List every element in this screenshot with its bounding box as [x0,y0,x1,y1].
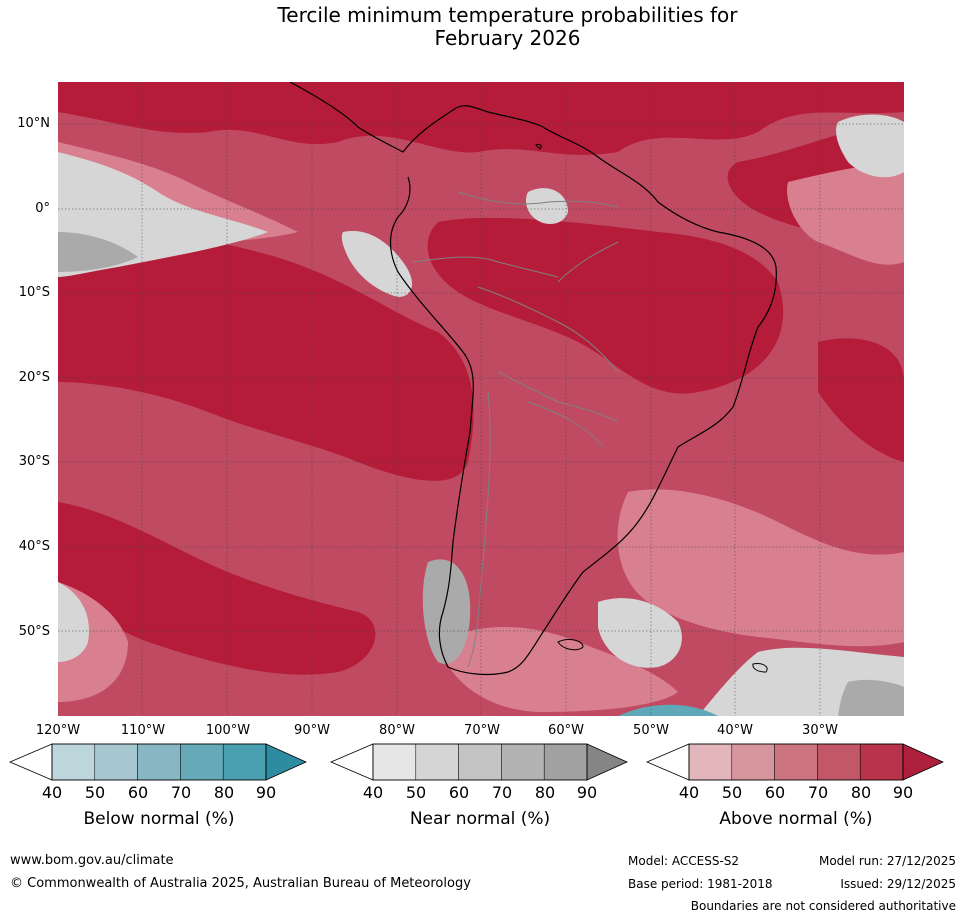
colorbar-segment [688,743,733,781]
colorbar-segment [817,743,861,781]
above-tick-50: 50 [721,783,743,802]
lon-label-90w: 90°W [294,723,330,738]
colorbar-segment [222,743,267,781]
colorbar-segment [415,743,459,781]
colorbar-below-segments [51,743,307,781]
colorbar-segment [731,743,775,781]
below-tick-80: 80 [213,783,235,802]
colorbar-near [329,743,628,781]
footer-issued: Issued: 29/12/2025 [840,877,956,891]
islands [535,143,768,673]
lat-label-30s: 30°S [18,454,50,469]
lat-label-10s: 10°S [18,285,50,300]
probability-map [58,82,904,716]
lon-label-30w: 30°W [802,723,838,738]
footer-copyright: © Commonwealth of Australia 2025, Austra… [10,876,471,891]
footer-base-period: Base period: 1981-2018 [628,877,773,891]
lon-label-120w: 120°W [35,723,81,738]
colorbar-near-label: Near normal (%) [409,809,551,829]
lon-label-80w: 80°W [379,723,415,738]
near-tick-80: 80 [534,783,556,802]
title-line-2: February 2026 [434,26,581,50]
lon-label-40w: 40°W [717,723,753,738]
lon-label-110w: 110°W [120,723,166,738]
footer-model-run: Model run: 27/12/2025 [818,854,956,868]
colorbar-above [645,743,944,781]
below-normal-regions [618,704,718,716]
below-tick-70: 70 [170,783,192,802]
colorbar-segment [51,743,96,781]
colorbar-segment [458,743,502,781]
above-tick-90: 90 [892,783,914,802]
colorbar-below-label: Below normal (%) [83,809,235,829]
colorbar-segment [137,743,181,781]
colorbar-segment [180,743,224,781]
lon-label-50w: 50°W [633,723,669,738]
colorbar-segment [543,743,588,781]
lat-label-10n: 10°N [17,116,50,131]
continent-outline [289,82,777,676]
above-tick-70: 70 [807,783,829,802]
country-borders [412,191,619,668]
near-tick-40: 40 [362,783,384,802]
lon-label-70w: 70°W [464,723,500,738]
colorbar-segment [859,743,904,781]
colorbar-max-arrow [586,743,628,781]
below-tick-50: 50 [84,783,106,802]
colorbar-above-segments [688,743,944,781]
map-title: Tercile minimum temperature probabilitie… [0,4,965,50]
lat-label-0: 0° [35,201,50,216]
above-tick-80: 80 [850,783,872,802]
colorbar-above-label: Above normal (%) [719,809,873,829]
colorbar-max-arrow [902,743,944,781]
colorbar-below [8,743,307,781]
lat-label-20s: 20°S [18,370,50,385]
colorbar-segment [94,743,138,781]
colorbar-segment [501,743,545,781]
lat-label-50s: 50°S [18,624,50,639]
near-tick-90: 90 [576,783,598,802]
below-tick-60: 60 [127,783,149,802]
near-tick-60: 60 [448,783,470,802]
lon-label-60w: 60°W [548,723,584,738]
graticule [58,82,904,716]
below-tick-40: 40 [41,783,63,802]
near-tick-50: 50 [405,783,427,802]
below-tick-90: 90 [255,783,277,802]
lon-label-100w: 100°W [205,723,251,738]
colorbar-near-segments [372,743,628,781]
colorbar-segment [372,743,417,781]
footer-website: www.bom.gov.au/climate [10,853,174,868]
title-line-1: Tercile minimum temperature probabilitie… [277,3,738,27]
near-normal-high-regions [58,232,904,716]
colorbar-max-arrow [265,743,307,781]
footer-model: Model: ACCESS-S2 [628,854,740,868]
above-tick-40: 40 [678,783,700,802]
footer-disclaimer: Boundaries are not considered authoritat… [690,899,956,913]
lat-label-40s: 40°S [18,539,50,554]
near-tick-70: 70 [491,783,513,802]
colorbar-segment [774,743,818,781]
above-tick-60: 60 [764,783,786,802]
